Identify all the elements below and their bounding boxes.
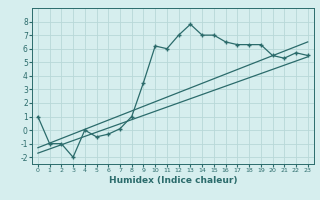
- X-axis label: Humidex (Indice chaleur): Humidex (Indice chaleur): [108, 176, 237, 185]
